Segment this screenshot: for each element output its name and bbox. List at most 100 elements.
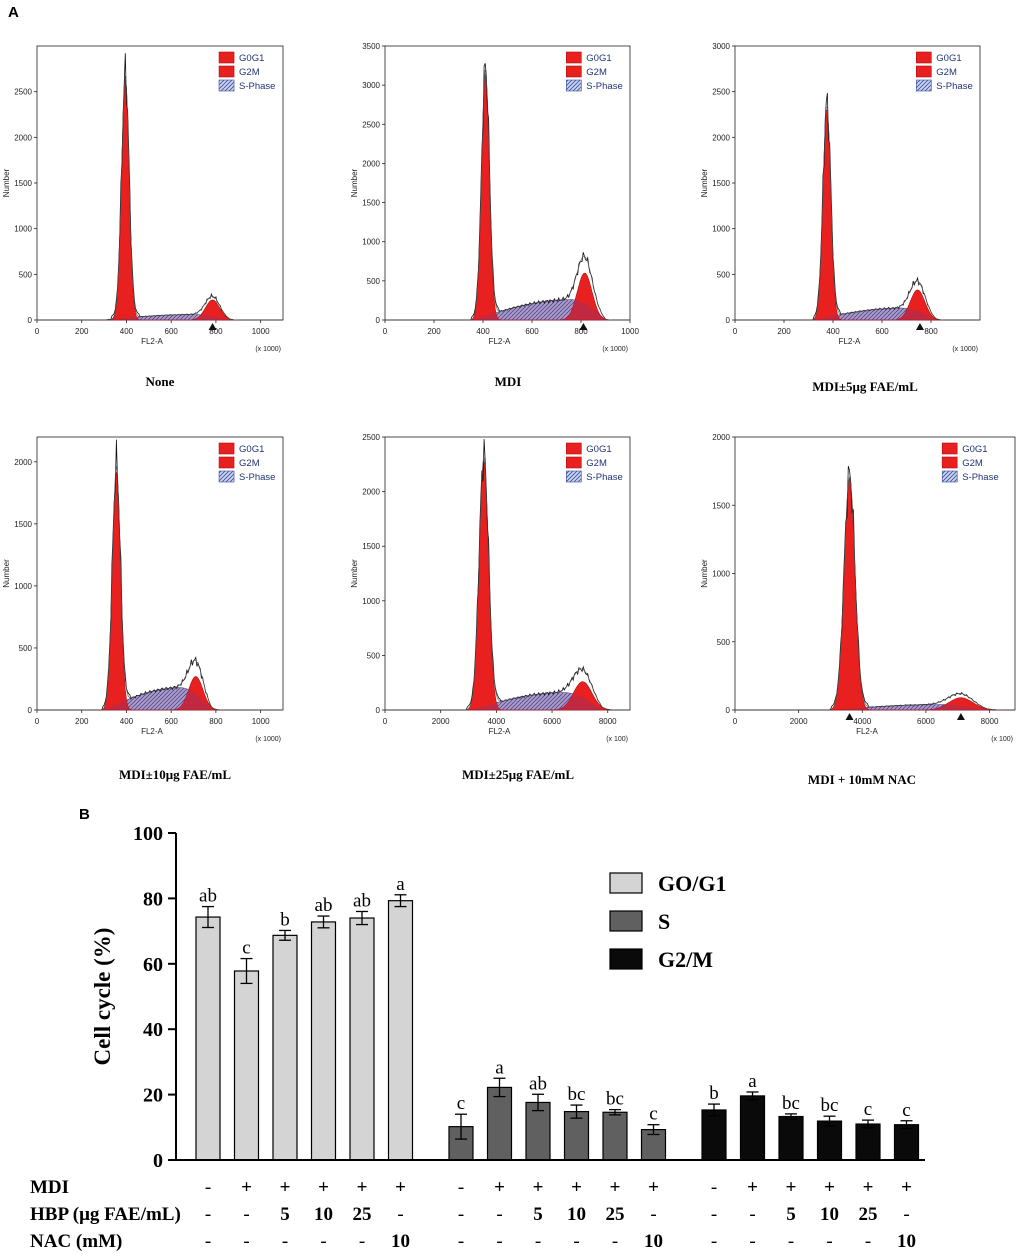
legend-label: G0G1 — [239, 53, 264, 64]
legend-label: G0G1 — [962, 444, 987, 455]
y-axis-title: Number — [350, 559, 359, 588]
condition-value: + — [571, 1177, 582, 1198]
condition-value: + — [280, 1177, 291, 1198]
x-tick-label: 0 — [383, 327, 388, 336]
y-tick-label: 500 — [717, 270, 731, 279]
condition-value: - — [458, 1204, 464, 1225]
condition-value: + — [863, 1177, 874, 1198]
condition-value: 5 — [280, 1204, 290, 1225]
y-tick-label: 0 — [28, 316, 33, 325]
condition-value: - — [711, 1177, 717, 1198]
condition-value: - — [359, 1231, 365, 1252]
legend-swatch — [609, 872, 643, 894]
legend-label: S — [658, 909, 670, 934]
y-tick-label: 80 — [143, 888, 163, 910]
y-tick-label: 1000 — [14, 225, 32, 234]
condition-value: + — [786, 1177, 797, 1198]
peak-marker — [956, 713, 965, 720]
condition-value: - — [535, 1231, 541, 1252]
y-tick-label: 2000 — [14, 133, 32, 142]
legend-label: G2M — [239, 67, 260, 78]
condition-value: + — [533, 1177, 544, 1198]
legend-label: S-Phase — [936, 81, 972, 92]
raw-histogram-line — [37, 53, 283, 321]
fitted-model-line — [385, 69, 630, 321]
y-tick-label: 0 — [153, 1150, 163, 1172]
y-tick-label: 1000 — [362, 238, 380, 247]
significance-letter: ab — [199, 886, 217, 907]
legend-swatch — [565, 65, 582, 78]
legend-swatch — [565, 456, 582, 469]
condition-value: 25 — [859, 1204, 878, 1225]
x-axis-unit: (x 1000) — [952, 346, 978, 353]
condition-value: 5 — [533, 1204, 543, 1225]
y-tick-label: 40 — [143, 1019, 163, 1041]
legend-label: G2M — [586, 458, 607, 469]
bar-s — [563, 1111, 590, 1161]
condition-value: + — [747, 1177, 758, 1198]
g0g1-peak — [385, 461, 630, 711]
legend-label: G2/M — [658, 947, 713, 972]
g0g1-peak — [37, 77, 283, 321]
condition-value: + — [241, 1177, 252, 1198]
legend-label: S-Phase — [586, 81, 622, 92]
condition-value: - — [573, 1231, 579, 1252]
histogram-6: 0 500 1000 1500 2000 0 2000 4000 6000 8000 Number F… — [700, 433, 1016, 787]
condition-value: + — [648, 1177, 659, 1198]
legend-label: G2M — [586, 67, 607, 78]
x-tick-label: 0 — [35, 327, 40, 336]
legend-label: G0G1 — [936, 53, 961, 64]
legend-label: S-Phase — [962, 472, 998, 483]
legend-swatch — [565, 79, 582, 92]
condition-value: 10 — [391, 1231, 410, 1252]
significance-letter: bc — [568, 1084, 586, 1105]
legend-swatch — [915, 79, 932, 92]
x-axis-unit: (x 100) — [606, 736, 628, 743]
legend-swatch — [565, 51, 582, 64]
x-tick-label: 8000 — [599, 717, 617, 726]
legend-label: S-Phase — [239, 81, 275, 92]
x-tick-label: 600 — [525, 327, 539, 336]
significance-letter: b — [280, 909, 290, 930]
condition-value: - — [650, 1204, 656, 1225]
x-axis-unit: (x 1000) — [255, 736, 281, 743]
y-tick-label: 3500 — [362, 42, 380, 51]
legend-swatch — [565, 442, 582, 455]
condition-value: + — [824, 1177, 835, 1198]
y-tick-label: 0 — [376, 706, 381, 715]
x-axis-title: FL2-A — [839, 337, 861, 346]
condition-value: 10 — [567, 1204, 586, 1225]
y-tick-label: 2000 — [712, 133, 730, 142]
legend-label: S-Phase — [586, 472, 622, 483]
histogram-caption: MDI±5μg FAE/mL — [812, 379, 918, 394]
bar-go-g1 — [387, 900, 414, 1161]
y-tick-label: 1000 — [712, 225, 730, 234]
y-axis-title: Cell cycle (%) — [90, 928, 115, 1066]
y-tick-label: 1000 — [14, 582, 32, 591]
legend-swatch — [609, 948, 643, 970]
y-tick-label: 2000 — [14, 458, 32, 467]
legend-swatch — [941, 456, 958, 469]
histogram-caption: MDI±25μg FAE/mL — [462, 767, 574, 782]
panel-b-label: B — [79, 806, 90, 823]
condition-value: - — [205, 1231, 211, 1252]
y-tick-label: 1000 — [362, 597, 380, 606]
significance-letter: c — [649, 1104, 657, 1125]
legend-label: GO/G1 — [658, 871, 726, 896]
y-tick-label: 500 — [19, 644, 33, 653]
condition-value: 10 — [644, 1231, 663, 1252]
condition-value: - — [205, 1177, 211, 1198]
x-tick-label: 0 — [35, 717, 40, 726]
legend-swatch — [218, 65, 235, 78]
histogram-caption: MDI±10μg FAE/mL — [119, 767, 231, 782]
y-axis-title: Number — [700, 559, 709, 588]
legend-swatch — [915, 51, 932, 64]
y-tick-label: 1500 — [14, 520, 32, 529]
condition-value: - — [243, 1204, 249, 1225]
bar-g2-m — [893, 1124, 920, 1161]
legend-swatch — [218, 79, 235, 92]
condition-value: - — [458, 1231, 464, 1252]
